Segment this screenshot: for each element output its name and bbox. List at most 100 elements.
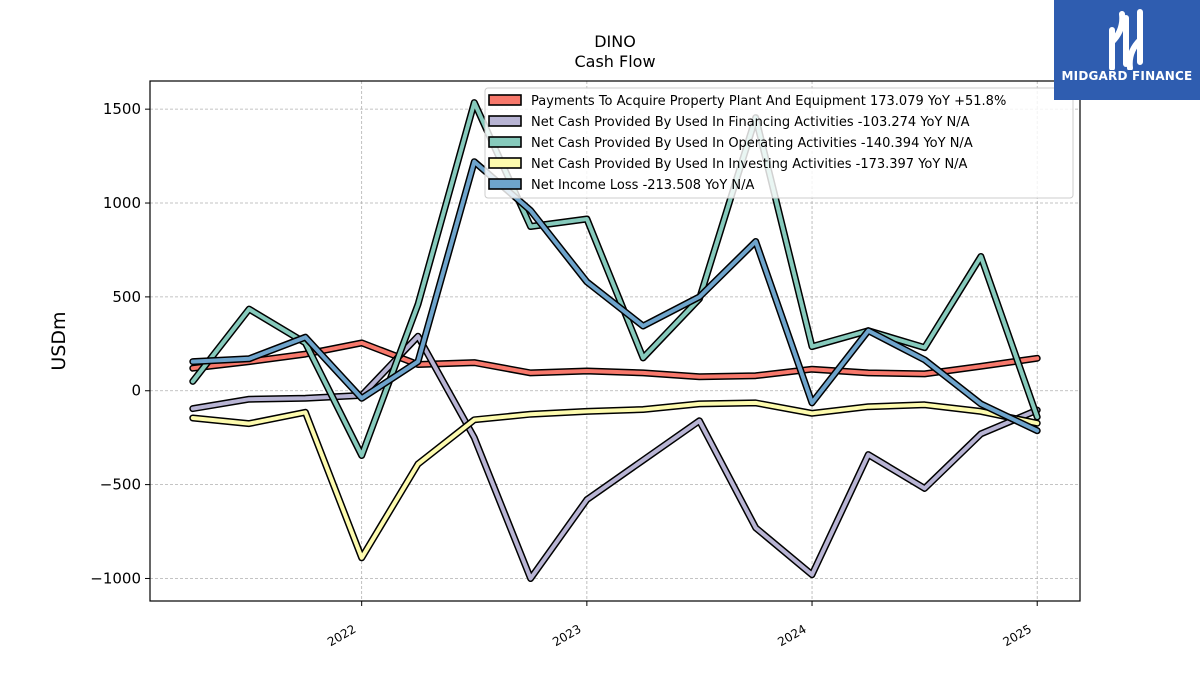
y-axis: 1500 1000 500 0 −500 −1000 — [90, 100, 150, 587]
series-layer — [189, 99, 1041, 582]
series-1-point — [979, 432, 983, 436]
logo-text: MIDGARD FINANCE — [1061, 69, 1193, 83]
series-3-point — [191, 416, 195, 420]
series-0-point — [923, 372, 927, 376]
series-1-point — [810, 573, 814, 577]
legend: Payments To Acquire Property Plant And E… — [484, 87, 1074, 199]
series-4-point — [191, 360, 195, 364]
series-2-stroke — [190, 100, 1040, 458]
series-3-stroke — [190, 400, 1040, 560]
series-4-point — [810, 401, 814, 405]
series-4-point — [416, 360, 420, 364]
legend-entry: Net Income Loss -213.508 YoY N/A — [488, 178, 754, 193]
series-4-point — [641, 324, 645, 328]
legend-swatch — [488, 157, 522, 169]
legend-entry: Payments To Acquire Property Plant And E… — [488, 94, 1006, 109]
series-3-point — [697, 402, 701, 406]
y-axis-label: USDm — [48, 311, 70, 370]
series-4-point — [303, 335, 307, 339]
series-0-point — [979, 364, 983, 368]
series-2-point — [472, 101, 476, 105]
series-3-point — [529, 412, 533, 416]
series-4-point — [866, 329, 870, 333]
series-0-point — [810, 367, 814, 371]
series-4-line — [189, 158, 1041, 435]
series-4-point — [529, 209, 533, 212]
series-2-point — [641, 356, 645, 360]
legend-entry: Net Cash Provided By Used In Investing A… — [488, 157, 968, 172]
series-1-point — [866, 453, 870, 457]
grid-lines — [150, 81, 1080, 601]
series-0-point — [472, 361, 476, 365]
series-3-line — [189, 399, 1041, 562]
series-3-point — [754, 401, 758, 405]
series-4-point — [754, 240, 758, 243]
x-tick-label: 2022 — [325, 622, 358, 649]
series-3-point — [303, 410, 307, 414]
chart-title: DINO — [594, 32, 636, 51]
series-2-point — [585, 217, 589, 221]
series-1-point — [585, 498, 589, 502]
series-3-point — [416, 462, 420, 466]
series-3-point — [1035, 421, 1039, 425]
series-3-point — [979, 409, 983, 413]
legend-label: Net Cash Provided By Used In Operating A… — [531, 136, 973, 151]
series-3-point — [360, 556, 364, 560]
series-1-point — [191, 407, 195, 411]
series-1-point — [529, 577, 533, 580]
series-2-point — [360, 454, 364, 457]
x-tick-label: 2025 — [1000, 622, 1033, 649]
series-3-point — [472, 418, 476, 422]
legend-box — [484, 87, 1074, 199]
series-3-point — [923, 403, 927, 407]
series-1-point — [472, 436, 476, 440]
series-0-point — [754, 374, 758, 378]
series-1-point — [697, 419, 701, 423]
y-tick-label: −1000 — [90, 569, 141, 587]
y-tick-label: 500 — [112, 288, 141, 306]
series-3-point — [866, 405, 870, 409]
legend-swatch — [488, 136, 522, 148]
series-2-point — [1035, 415, 1039, 419]
legend-label: Net Income Loss -213.508 YoY N/A — [531, 178, 754, 193]
series-4-point — [923, 358, 927, 362]
series-2-point — [923, 346, 927, 350]
series-3-point — [641, 408, 645, 411]
series-1-point — [416, 334, 420, 338]
x-tick-label: 2023 — [550, 622, 583, 649]
series-1-point — [303, 396, 307, 400]
legend-label: Net Cash Provided By Used In Investing A… — [531, 157, 968, 172]
series-4-point — [247, 357, 251, 361]
chart-subtitle: Cash Flow — [574, 52, 655, 71]
legend-swatch — [488, 178, 522, 190]
series-2-point — [810, 345, 814, 349]
y-tick-label: −500 — [100, 476, 141, 494]
series-0-point — [585, 369, 589, 373]
legend-swatch — [488, 115, 522, 127]
series-0-stroke — [190, 340, 1040, 379]
series-3-point — [247, 422, 251, 426]
series-4-point — [697, 295, 701, 299]
legend-entry: Net Cash Provided By Used In Operating A… — [488, 136, 973, 151]
plot-frame — [149, 80, 1081, 602]
x-tick-label: 2024 — [775, 622, 808, 649]
series-0-point — [360, 341, 364, 345]
series-1-point — [247, 397, 251, 401]
series-2-point — [979, 255, 983, 258]
legend-label: Net Cash Provided By Used In Financing A… — [531, 115, 970, 130]
series-3-point — [810, 411, 814, 415]
x-axis: 2022 2023 2024 2025 — [325, 601, 1038, 649]
midgard-finance-logo: MIDGARD FINANCE — [1054, 0, 1200, 100]
series-4-point — [360, 396, 364, 400]
series-2-point — [529, 225, 533, 228]
legend-label: Payments To Acquire Property Plant And E… — [531, 94, 1006, 109]
series-0-point — [641, 371, 645, 375]
series-2-point — [416, 302, 420, 306]
series-1-point — [754, 526, 758, 530]
series-0-point — [697, 375, 701, 379]
series-2-point — [191, 379, 195, 383]
series-0-point — [1035, 356, 1039, 360]
series-4-point — [979, 402, 983, 406]
midgard-logo-icon — [1109, 9, 1143, 70]
